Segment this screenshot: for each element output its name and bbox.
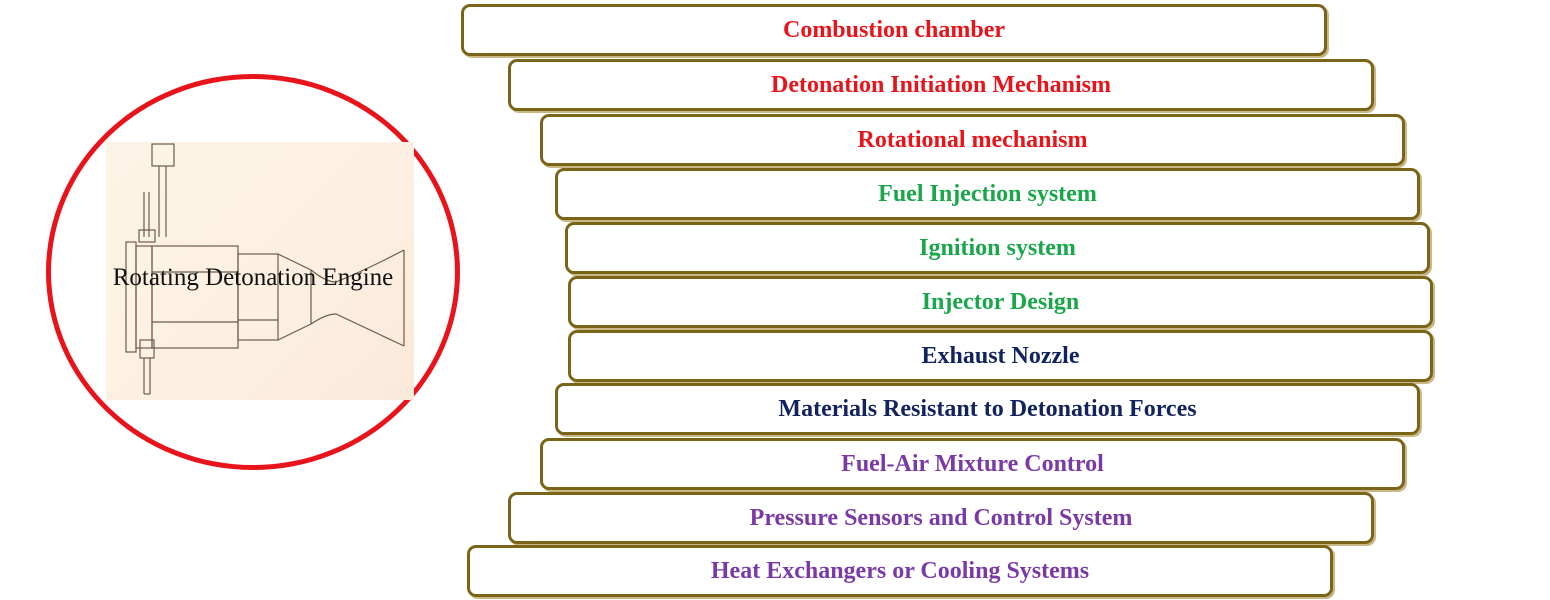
component-bar: Fuel Injection system — [555, 168, 1420, 220]
component-label: Injector Design — [921, 288, 1080, 315]
component-bar: Materials Resistant to Detonation Forces — [555, 383, 1420, 435]
component-label: Rotational mechanism — [857, 126, 1088, 153]
component-bar: Detonation Initiation Mechanism — [508, 59, 1374, 111]
engine-drawing — [106, 142, 414, 400]
component-bar: Injector Design — [568, 276, 1433, 328]
engine-label: Rotating Detonation Engine — [112, 264, 394, 291]
component-label: Ignition system — [919, 234, 1076, 261]
component-label: Detonation Initiation Mechanism — [770, 71, 1111, 98]
component-bar: Exhaust Nozzle — [568, 330, 1433, 382]
component-label: Exhaust Nozzle — [921, 342, 1080, 369]
component-label: Combustion chamber — [782, 16, 1005, 43]
component-bar: Heat Exchangers or Cooling Systems — [467, 545, 1333, 597]
component-bar: Fuel-Air Mixture Control — [540, 438, 1405, 490]
component-label: Materials Resistant to Detonation Forces — [778, 395, 1197, 422]
component-bar: Rotational mechanism — [540, 114, 1405, 166]
component-label: Pressure Sensors and Control System — [749, 504, 1133, 531]
component-bar: Pressure Sensors and Control System — [508, 492, 1374, 544]
component-label: Fuel-Air Mixture Control — [841, 450, 1104, 477]
component-label: Fuel Injection system — [878, 180, 1097, 207]
engine-schematic-icon — [125, 143, 405, 395]
component-bar: Combustion chamber — [461, 4, 1327, 56]
component-bar: Ignition system — [565, 222, 1430, 274]
component-label: Heat Exchangers or Cooling Systems — [710, 557, 1090, 584]
